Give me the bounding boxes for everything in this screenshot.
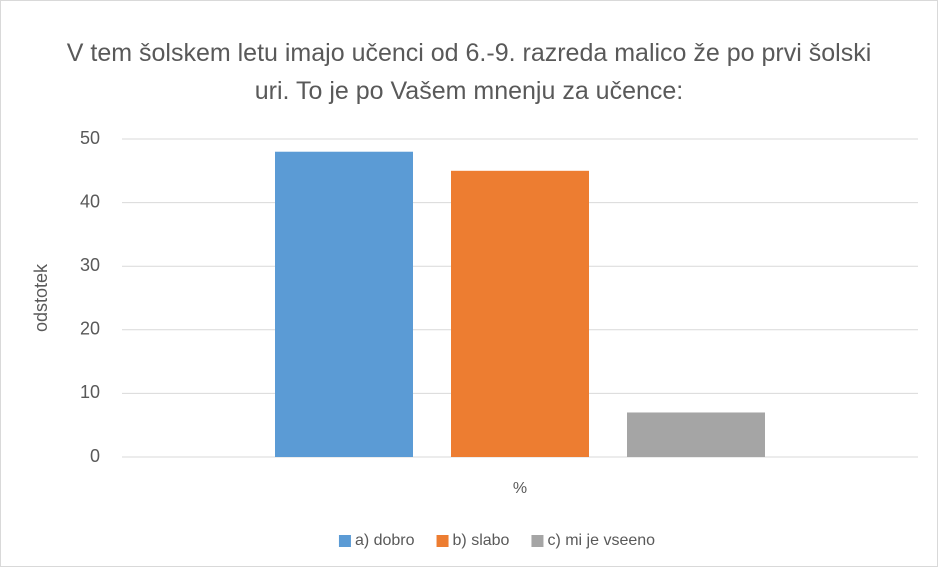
y-tick-label: 20 (80, 319, 100, 339)
x-tick-label: % (513, 480, 527, 497)
chart-title: V tem šolskem letu imajo učenci od 6.-9.… (66, 39, 872, 105)
bar (627, 412, 765, 457)
bar (275, 151, 413, 457)
legend-swatch (338, 535, 351, 547)
y-tick-label: 0 (90, 446, 100, 466)
legend-swatch (531, 535, 544, 547)
legend-label: b) slabo (453, 532, 510, 549)
y-tick-label: 40 (80, 191, 100, 211)
legend-label: a) dobro (355, 532, 415, 549)
bar (451, 170, 589, 458)
legend-swatch (436, 535, 449, 547)
legend-label: c) mi je vseeno (547, 532, 655, 549)
y-tick-label: 30 (80, 255, 100, 275)
y-axis-label: odstotek (31, 263, 51, 332)
y-tick-label: 10 (80, 382, 100, 402)
y-tick-label: 50 (80, 128, 100, 148)
